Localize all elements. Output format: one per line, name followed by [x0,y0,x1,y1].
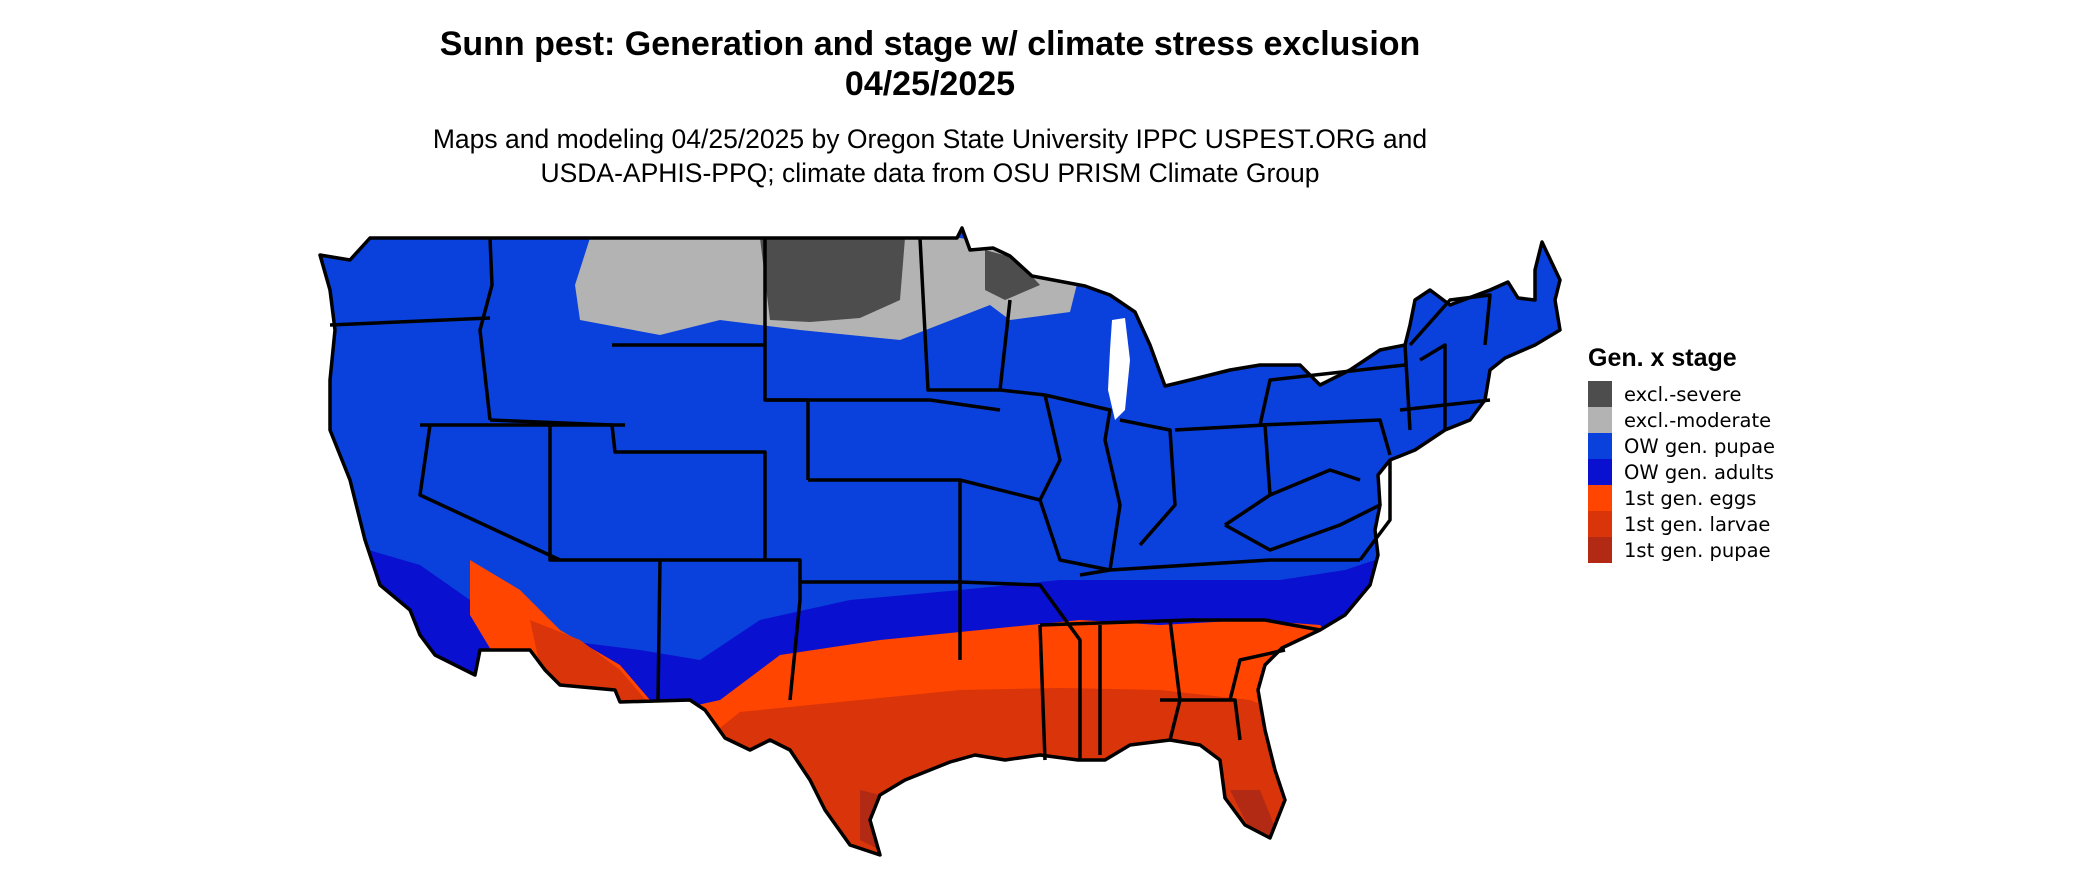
legend-item: 1st gen. pupae [1588,537,1775,563]
state-borders [318,226,1562,857]
legend-swatch [1588,407,1612,433]
legend-item: excl.-severe [1588,381,1775,407]
title-line-1: Sunn pest: Generation and stage w/ clima… [439,25,1421,63]
legend-label: 1st gen. pupae [1624,538,1771,562]
legend-title: Gen. x stage [1588,344,1737,372]
legend-label: 1st gen. larvae [1624,512,1771,536]
legend-swatch [1588,511,1612,537]
legend-swatch [1588,537,1612,563]
legend-item: excl.-moderate [1588,407,1775,433]
legend-item: 1st gen. eggs [1588,485,1775,511]
legend-label: OW gen. pupae [1624,434,1776,458]
legend-item: 1st gen. larvae [1588,511,1775,537]
subtitle-line-2: USDA-APHIS-PPQ; climate data from OSU PR… [540,158,1320,188]
stage-regions [320,228,1560,855]
legend-label: OW gen. adults [1624,460,1774,484]
lake-michigan [1108,318,1130,420]
legend-swatch [1588,459,1612,485]
legend: Gen. x stage excl.-severe excl.-moderate O… [1588,341,1775,563]
legend-label: excl.-severe [1624,382,1742,406]
region-excl-severe-nd [760,238,905,322]
legend-items: excl.-severe excl.-moderate OW gen. pupae O… [1588,381,1775,563]
map-title: Sunn pest: Generation and stage w/ clima… [280,24,1580,104]
title-line-2: 04/25/2025 [844,65,1016,103]
legend-swatch [1588,485,1612,511]
region-1st-larvae [680,688,1300,855]
legend-swatch [1588,433,1612,459]
legend-item: OW gen. adults [1588,459,1775,485]
legend-label: excl.-moderate [1624,408,1772,432]
legend-label: 1st gen. eggs [1624,486,1757,510]
region-excl-severe-mn [985,250,1040,300]
map-subtitle: Maps and modeling 04/25/2025 by Oregon S… [280,122,1580,190]
subtitle-line-1: Maps and modeling 04/25/2025 by Oregon S… [432,124,1428,154]
legend-item: OW gen. pupae [1588,433,1775,459]
legend-swatch [1588,381,1612,407]
region-1st-pupae [1230,790,1280,840]
